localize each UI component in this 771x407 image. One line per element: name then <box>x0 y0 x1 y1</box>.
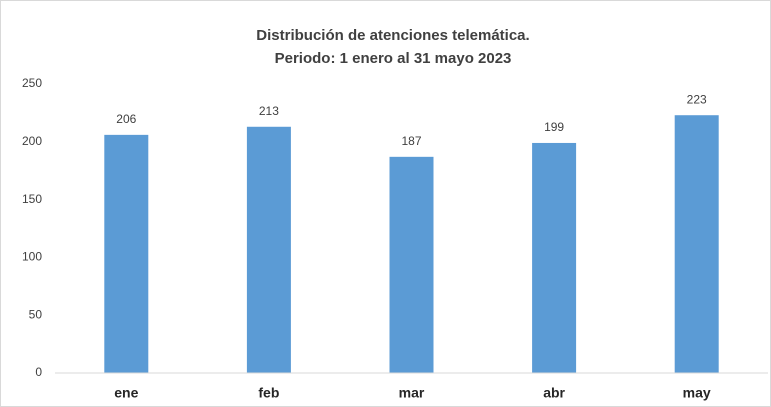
bar <box>532 142 577 373</box>
y-tick-label: 50 <box>29 307 43 321</box>
y-tick-label: 0 <box>35 365 42 379</box>
data-label: 223 <box>687 92 707 106</box>
y-tick-label: 250 <box>22 76 42 90</box>
chart-subtitle: Periodo: 1 enero al 31 mayo 2023 <box>275 50 512 67</box>
data-label: 206 <box>116 112 136 126</box>
bar <box>246 126 291 373</box>
data-label: 213 <box>259 104 279 118</box>
data-label: 187 <box>401 134 421 148</box>
x-tick-label: abr <box>543 385 565 401</box>
x-tick-label: may <box>683 385 711 401</box>
chart-title: Distribución de atenciones telemática. <box>256 27 529 44</box>
y-tick-label: 200 <box>22 134 42 148</box>
x-tick-label: ene <box>114 385 138 401</box>
x-tick-label: feb <box>258 385 279 401</box>
y-tick-label: 150 <box>22 192 42 206</box>
bar <box>104 134 149 373</box>
bar <box>389 156 434 373</box>
x-tick-label: mar <box>399 385 425 401</box>
data-label: 199 <box>544 120 564 134</box>
y-tick-label: 100 <box>22 250 42 264</box>
bar <box>674 115 719 373</box>
